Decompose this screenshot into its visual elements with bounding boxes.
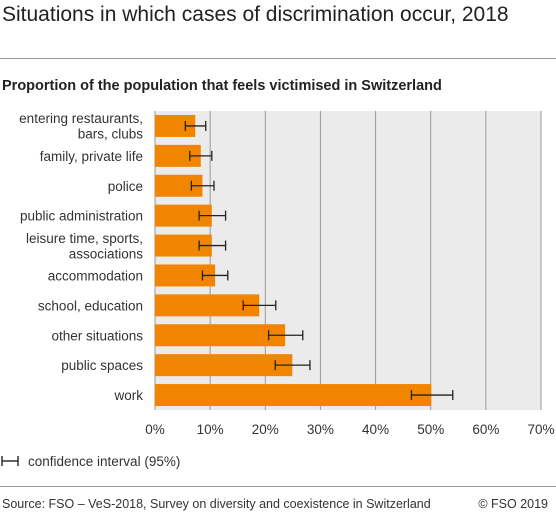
x-tick-label: 70% [527, 422, 554, 437]
bar [155, 114, 196, 137]
x-tick-label: 60% [472, 422, 499, 437]
category-label: family, private life [40, 149, 143, 164]
footer-divider [0, 486, 556, 487]
title-divider [0, 58, 556, 59]
bar [155, 204, 212, 227]
x-tick-label: 30% [307, 422, 334, 437]
category-label: work [113, 388, 143, 403]
bar [155, 324, 286, 347]
category-label: police [108, 179, 143, 194]
bar [155, 234, 212, 257]
bar [155, 294, 260, 317]
bar [155, 354, 293, 377]
bar-chart: 0% 10% 20% 30% 40% 50% 60% 70% entering restaura… [19, 111, 555, 437]
bar [155, 384, 432, 407]
bar [155, 264, 216, 287]
x-tick-label: 40% [362, 422, 389, 437]
category-label: public administration [20, 209, 143, 224]
copyright: © FSO 2019 [478, 497, 548, 511]
bar [155, 144, 201, 167]
chart-subtitle: Proportion of the population that feels … [2, 78, 442, 94]
category-label: bars, clubs [78, 127, 144, 142]
category-label: leisure time, sports, [26, 231, 143, 246]
legend: confidence interval (95%) [0, 453, 180, 469]
x-tick-label: 10% [197, 422, 224, 437]
confidence-interval-icon [1, 456, 19, 466]
source-note: Source: FSO – VeS-2018, Survey on divers… [2, 497, 431, 511]
x-tick-label: 50% [417, 422, 444, 437]
bar [155, 174, 203, 197]
x-tick-label: 0% [145, 422, 165, 437]
category-label: school, education [38, 298, 143, 313]
legend-label: confidence interval (95%) [28, 453, 181, 469]
category-label: associations [69, 246, 144, 261]
category-label: entering restaurants, [19, 111, 143, 126]
category-label: accommodation [48, 268, 143, 283]
category-label: public spaces [61, 358, 143, 373]
category-label: other situations [51, 328, 143, 343]
x-tick-label: 20% [252, 422, 279, 437]
chart-title: Situations in which cases of discriminat… [2, 3, 509, 26]
